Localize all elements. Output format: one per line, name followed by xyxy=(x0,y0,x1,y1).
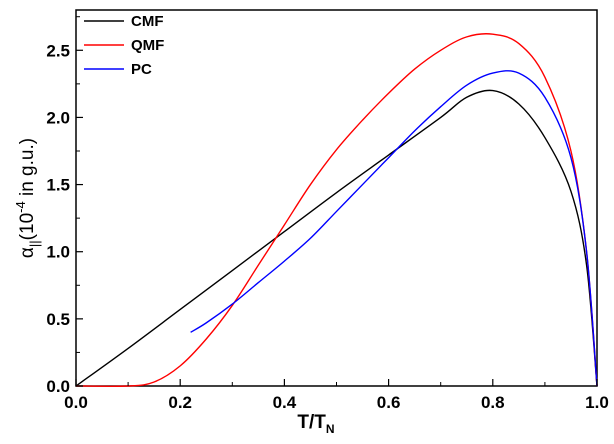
x-tick-label: 0.6 xyxy=(377,393,401,412)
x-axis-ticks: 0.0 0.2 0.4 0.6 0.8 1.0 xyxy=(64,379,609,412)
x-tick-label: 0.2 xyxy=(168,393,192,412)
legend-label-cmf: CMF xyxy=(131,13,164,30)
series-layer xyxy=(75,33,598,387)
y-axis-label-units: in g.u.) xyxy=(17,138,38,201)
y-tick-label: 1.0 xyxy=(46,243,70,262)
legend-label-qmf: QMF xyxy=(131,37,164,54)
y-axis-label: α||(10-4 in g.u.) xyxy=(13,138,42,258)
y-tick-label: 2.5 xyxy=(46,41,70,60)
x-tick-label: 1.0 xyxy=(585,393,609,412)
y-axis-label-symbol: α xyxy=(17,247,38,258)
y-axis-label-superscript: -4 xyxy=(13,201,28,213)
x-axis-label-subscript: N xyxy=(326,422,335,436)
y-tick-label: 1.5 xyxy=(46,176,70,195)
y-axis-label-subscript: || xyxy=(27,240,42,247)
x-tick-label: 0.4 xyxy=(273,393,297,412)
series-line-qmf xyxy=(75,33,598,387)
y-tick-label: 0.0 xyxy=(46,377,70,396)
legend-label-pc: PC xyxy=(131,61,152,78)
x-tick-label: 0.8 xyxy=(481,393,505,412)
y-tick-label: 2.0 xyxy=(46,108,70,127)
y-tick-label: 0.5 xyxy=(46,310,70,329)
x-axis-label: T/TN xyxy=(297,412,334,436)
x-tick-label: 0.0 xyxy=(64,393,88,412)
y-axis-ticks: 0.0 0.5 1.0 1.5 2.0 2.5 xyxy=(46,16,83,396)
series-line-cmf xyxy=(75,89,598,387)
y-axis-label-prefix: (10 xyxy=(17,213,38,240)
series-line-pc xyxy=(190,70,598,387)
legend: CMF QMF PC xyxy=(84,13,164,78)
x-axis-label-main: T/T xyxy=(297,412,326,433)
